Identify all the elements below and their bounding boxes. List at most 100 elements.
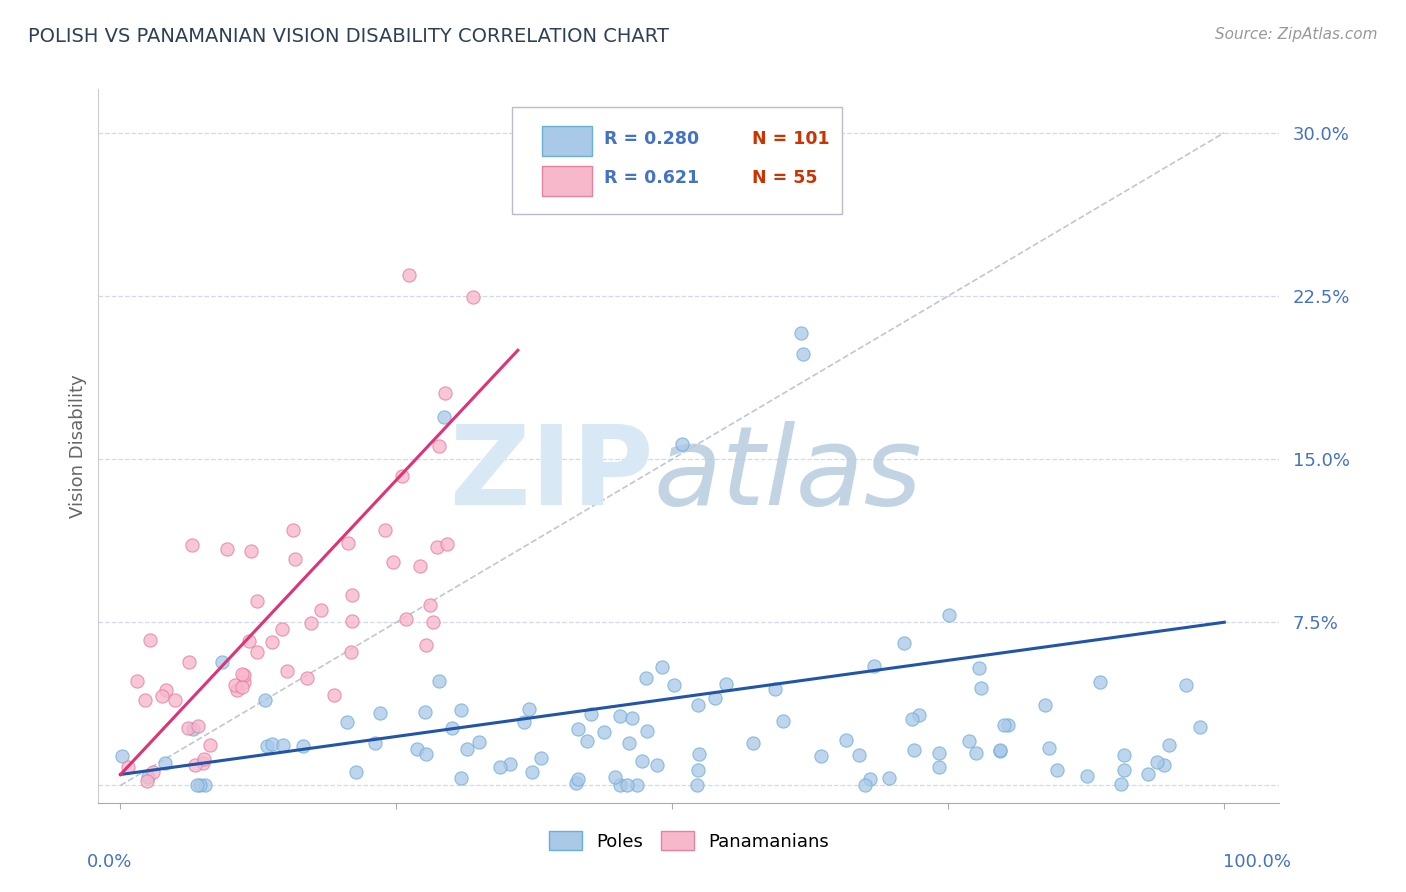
Point xyxy=(177,721,200,735)
Point xyxy=(993,718,1015,732)
Point xyxy=(1114,747,1136,762)
Point xyxy=(630,754,652,768)
Point xyxy=(134,693,156,707)
Point xyxy=(188,778,211,792)
Point xyxy=(450,771,472,785)
Point xyxy=(136,770,159,784)
Point xyxy=(620,711,643,725)
FancyBboxPatch shape xyxy=(512,107,842,214)
Point xyxy=(686,763,709,777)
Point xyxy=(336,715,359,730)
Point xyxy=(434,386,457,401)
Point xyxy=(271,739,294,753)
Point xyxy=(520,765,543,780)
Point xyxy=(789,326,811,340)
Point xyxy=(859,772,882,786)
Point xyxy=(579,707,602,722)
Point xyxy=(645,758,668,772)
Point xyxy=(1174,678,1197,692)
Point xyxy=(413,705,436,719)
Point xyxy=(271,623,294,637)
Point xyxy=(450,703,472,717)
Text: R = 0.280: R = 0.280 xyxy=(605,130,699,148)
Point xyxy=(565,776,588,790)
Point xyxy=(398,268,420,282)
Point xyxy=(603,770,626,784)
Point xyxy=(135,774,157,789)
Point xyxy=(419,598,441,612)
Point xyxy=(575,733,598,747)
Point xyxy=(1112,763,1135,777)
Point xyxy=(1035,698,1057,712)
Point xyxy=(567,722,589,736)
Point xyxy=(391,469,413,483)
Point xyxy=(617,736,640,750)
Point xyxy=(150,689,173,703)
Point xyxy=(186,778,208,792)
Point xyxy=(965,746,987,760)
Point xyxy=(772,714,794,728)
Point xyxy=(226,683,249,698)
Point xyxy=(877,771,900,785)
Point xyxy=(111,748,134,763)
Point xyxy=(863,658,886,673)
Point xyxy=(609,778,631,792)
Point xyxy=(1076,769,1098,783)
Point xyxy=(810,748,832,763)
Text: N = 101: N = 101 xyxy=(752,130,830,148)
Point xyxy=(636,724,658,739)
Point xyxy=(117,760,139,774)
Point xyxy=(1109,777,1132,791)
Point xyxy=(928,759,950,773)
Point xyxy=(609,708,631,723)
Point xyxy=(181,722,204,736)
Point xyxy=(342,588,364,602)
Text: N = 55: N = 55 xyxy=(752,169,817,187)
Point xyxy=(200,738,222,752)
Point xyxy=(530,751,553,765)
Point xyxy=(262,635,284,649)
Point xyxy=(441,721,464,735)
Point xyxy=(517,702,540,716)
Point xyxy=(233,675,256,690)
Point xyxy=(194,778,217,792)
Point xyxy=(662,678,685,692)
Point xyxy=(299,615,322,630)
Point xyxy=(340,645,363,659)
Point xyxy=(433,409,456,424)
Point xyxy=(193,752,215,766)
Point xyxy=(191,756,214,771)
Point xyxy=(246,593,269,607)
Point xyxy=(260,737,283,751)
Point xyxy=(395,612,418,626)
Point xyxy=(467,735,489,749)
Point xyxy=(427,439,450,453)
Point xyxy=(988,744,1011,758)
Point xyxy=(970,681,993,695)
Point xyxy=(224,678,246,692)
Point xyxy=(181,538,204,552)
Point xyxy=(177,655,200,669)
Point xyxy=(1038,741,1060,756)
FancyBboxPatch shape xyxy=(543,166,592,195)
Point xyxy=(163,693,186,707)
Point xyxy=(340,614,363,628)
FancyBboxPatch shape xyxy=(543,127,592,156)
Point xyxy=(254,693,277,707)
Point xyxy=(381,555,404,569)
Text: Source: ZipAtlas.com: Source: ZipAtlas.com xyxy=(1215,27,1378,42)
Point xyxy=(969,661,991,675)
Point xyxy=(848,747,870,762)
Point xyxy=(155,756,177,770)
Point xyxy=(928,746,950,760)
Point xyxy=(651,659,673,673)
Point xyxy=(567,772,589,787)
Text: 0.0%: 0.0% xyxy=(87,853,132,871)
Point xyxy=(893,636,915,650)
Point xyxy=(499,757,522,772)
Point xyxy=(344,764,367,779)
Point xyxy=(988,743,1011,757)
Point xyxy=(626,778,648,792)
Legend: Poles, Panamanians: Poles, Panamanians xyxy=(541,824,837,858)
Point xyxy=(183,757,205,772)
